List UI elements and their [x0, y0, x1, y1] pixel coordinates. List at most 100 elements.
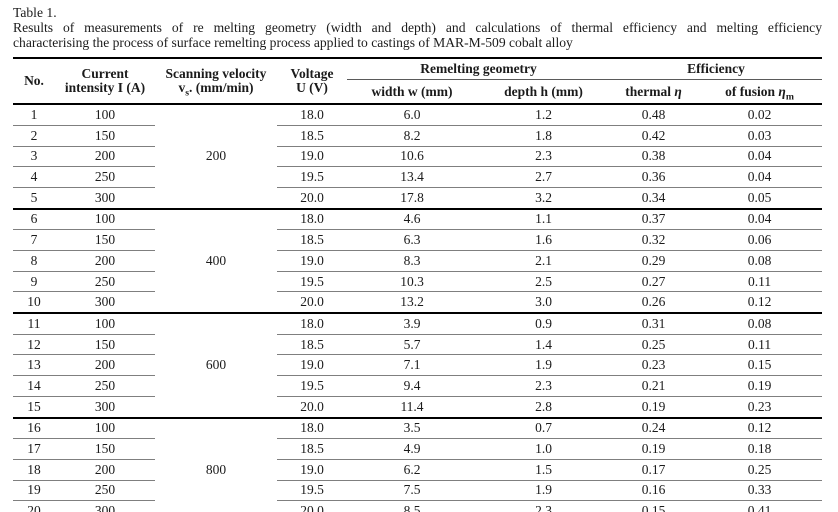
table-row: 1 100 200 18.0 6.0 1.2 0.48 0.02 [13, 104, 823, 210]
cell-voltage: 18.0 [277, 208, 347, 231]
cell-no: 18 [13, 459, 55, 481]
cell-depth: 3.2 [477, 187, 611, 210]
table-caption: Results of measurements of re melting ge… [13, 20, 822, 50]
cell-depth: 2.3 [477, 146, 611, 168]
cell-voltage: 18.5 [277, 229, 347, 251]
cell-depth: 2.7 [477, 166, 611, 188]
table-row: 20 300 20.0 8.5 2.3 0.15 0.41 [13, 501, 822, 512]
cell-current-intensity: 250 [55, 480, 155, 502]
cell-no: 1 [13, 104, 55, 126]
cell-thermal-efficiency: 0.24 [610, 417, 698, 440]
table-caption-line2: characterising the process of surface re… [13, 34, 573, 50]
cell-voltage: 18.5 [277, 438, 347, 460]
cell-width: 7.5 [347, 480, 477, 502]
cell-thermal-efficiency: 0.29 [610, 250, 698, 272]
cell-depth: 1.2 [477, 104, 611, 126]
col-header-width: width w (mm) [347, 79, 477, 106]
cell-no: 10 [13, 291, 55, 315]
cell-voltage: 20.0 [277, 187, 347, 210]
table-caption-line1: Results of measurements of re melting ge… [13, 20, 822, 35]
cell-voltage: 19.5 [277, 271, 347, 293]
cell-depth: 3.0 [477, 291, 611, 315]
cell-no: 12 [13, 334, 55, 356]
header-row-subcolumns: width w (mm) depth h (mm) thermal η of f… [13, 79, 823, 106]
table-row: 3 200 19.0 10.6 2.3 0.38 0.04 [13, 146, 823, 168]
cell-fusion-efficiency: 0.04 [697, 166, 823, 188]
table-row: 12 150 18.5 5.7 1.4 0.25 0.11 [13, 334, 823, 356]
cell-fusion-efficiency: 0.19 [697, 375, 823, 397]
cell-current-intensity: 150 [55, 438, 155, 460]
cell-fusion-efficiency: 0.15 [697, 354, 823, 377]
group-header-efficiency: Efficiency [610, 58, 823, 81]
cell-width: 4.6 [347, 208, 477, 231]
voltage-header-line2: U (V) [296, 80, 328, 96]
cell-thermal-efficiency: 0.19 [610, 438, 698, 460]
cell-depth: 1.4 [477, 334, 611, 356]
cell-current-intensity: 250 [55, 271, 155, 293]
cell-fusion-efficiency: 0.25 [697, 459, 823, 481]
cell-current-intensity: 150 [55, 334, 155, 356]
cell-current-intensity: 200 [55, 250, 155, 272]
cell-no: 5 [13, 187, 55, 210]
cell-thermal-efficiency: 0.32 [610, 229, 698, 251]
cell-fusion-efficiency: 0.11 [697, 271, 823, 293]
cell-no: 17 [13, 438, 55, 460]
cell-current-intensity: 300 [55, 187, 155, 210]
cell-voltage: 19.0 [277, 354, 347, 377]
cell-thermal-efficiency: 0.31 [610, 313, 698, 335]
col-header-depth: depth h (mm) [477, 79, 611, 106]
cell-voltage: 19.0 [277, 146, 347, 168]
cell-width: 13.4 [347, 166, 477, 188]
cell-fusion-efficiency: 0.04 [697, 146, 823, 168]
cell-fusion-efficiency: 0.12 [697, 291, 823, 315]
cell-no: 19 [13, 480, 55, 502]
cell-voltage: 19.5 [277, 375, 347, 397]
cell-width: 4.9 [347, 438, 477, 460]
cell-thermal-efficiency: 0.27 [610, 271, 698, 293]
cell-fusion-efficiency: 0.11 [697, 334, 823, 356]
cell-current-intensity: 100 [55, 417, 155, 440]
cell-current-intensity: 100 [55, 208, 155, 231]
cell-width: 6.2 [347, 459, 477, 481]
cell-no: 8 [13, 250, 55, 272]
cell-fusion-efficiency: 0.23 [697, 396, 823, 419]
col-header-no: No. [13, 58, 55, 106]
cell-current-intensity: 200 [55, 146, 155, 168]
cell-thermal-efficiency: 0.16 [610, 480, 698, 502]
table-row: 15 300 20.0 11.4 2.8 0.19 0.23 [13, 396, 823, 419]
cell-depth: 0.7 [477, 417, 611, 440]
table-label: Table 1. [13, 5, 57, 20]
cell-current-intensity: 250 [55, 166, 155, 188]
cell-thermal-efficiency: 0.38 [610, 146, 698, 168]
cell-current-intensity: 300 [94, 503, 116, 512]
cell-voltage: 18.5 [277, 334, 347, 356]
cell-thermal-efficiency: 0.34 [610, 187, 698, 210]
cell-current-intensity: 150 [55, 125, 155, 147]
cell-width: 8.3 [347, 250, 477, 272]
cell-width: 13.2 [347, 291, 477, 315]
cell-current-intensity: 250 [55, 375, 155, 397]
cell-thermal-efficiency: 0.36 [610, 166, 698, 188]
cell-width: 7.1 [347, 354, 477, 377]
cell-depth: 2.3 [477, 375, 611, 397]
scanning-subscript-s: s [185, 87, 190, 99]
cell-thermal-efficiency: 0.48 [610, 104, 698, 126]
current-header-line2: intensity I (A) [64, 80, 146, 96]
cell-fusion-efficiency: 0.41 [747, 503, 772, 512]
cell-thermal-efficiency: 0.25 [610, 334, 698, 356]
cell-no: 2 [13, 125, 55, 147]
cell-depth: 1.8 [477, 125, 611, 147]
group-header-remelting-geometry: Remelting geometry [347, 58, 611, 81]
cell-voltage: 19.0 [277, 250, 347, 272]
cell-thermal-efficiency: 0.21 [610, 375, 698, 397]
cell-current-intensity: 100 [55, 104, 155, 126]
cell-scanning-velocity: 600 [155, 313, 277, 419]
scanning-symbol: v [178, 80, 186, 96]
cell-voltage: 19.5 [277, 480, 347, 502]
table-row: 2 150 18.5 8.2 1.8 0.42 0.03 [13, 125, 823, 147]
scanning-header-line1: Scanning velocity [165, 66, 267, 82]
cell-no: 7 [13, 229, 55, 251]
cell-depth: 2.5 [477, 271, 611, 293]
cell-no: 3 [13, 146, 55, 168]
cell-voltage: 20.0 [277, 396, 347, 419]
